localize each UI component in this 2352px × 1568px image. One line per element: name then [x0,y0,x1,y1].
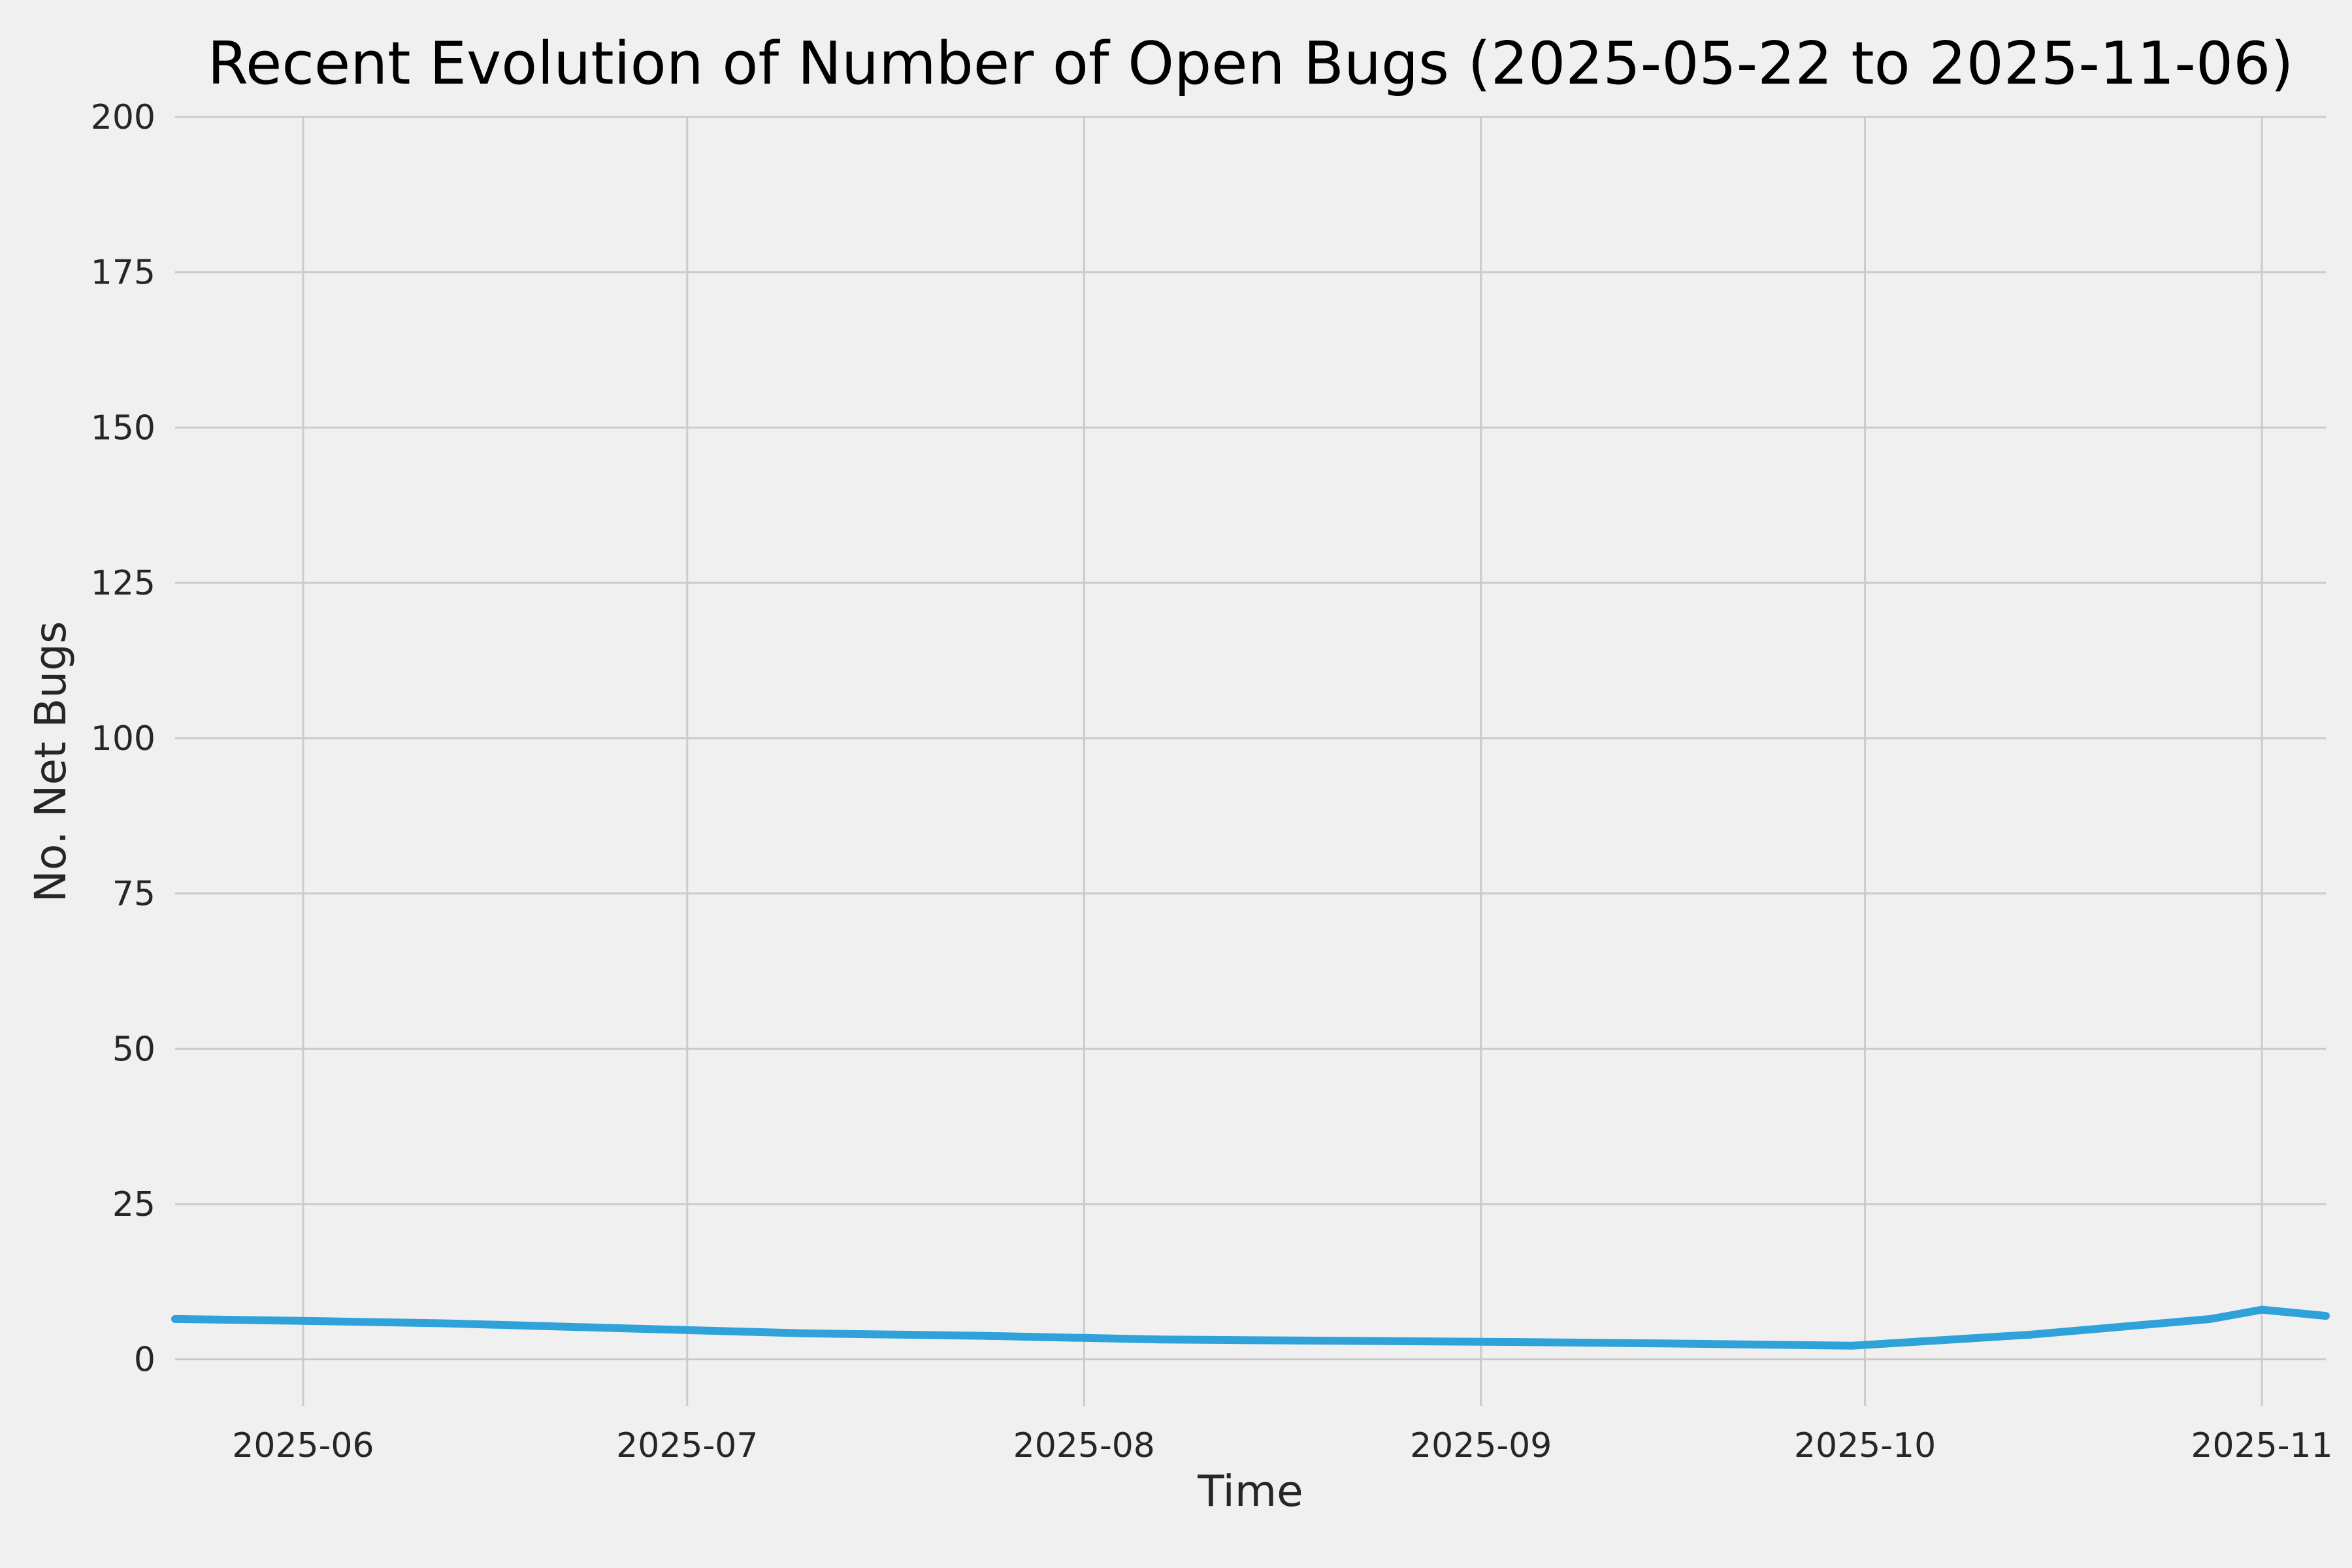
chart-title: Recent Evolution of Number of Open Bugs … [207,29,2293,98]
x-gridlines [302,117,2263,1406]
y-tick-label: 100 [91,719,155,759]
x-tick-label: 2025-06 [232,1426,374,1465]
open-bugs-series-line [171,1305,2330,1350]
y-tick-label: 75 [112,875,155,914]
x-tick-label: 2025-07 [616,1426,758,1465]
y-tick-labels: 0 25 50 75 100 125 150 175 200 [91,98,155,1380]
x-tick-label: 2025-11 [2191,1426,2332,1465]
y-tick-label: 25 [112,1185,155,1224]
y-tick-label: 125 [91,564,155,603]
x-tick-label: 2025-08 [1013,1426,1155,1465]
x-axis-label: Time [1197,1466,1303,1516]
y-axis-label: No. Net Bugs [25,621,76,903]
y-gridlines [175,116,2326,1361]
y-tick-label: 150 [91,408,155,448]
x-tick-labels: 2025-06 2025-07 2025-08 2025-09 2025-10 2025-… [232,1426,2332,1465]
x-tick-label: 2025-09 [1410,1426,1552,1465]
y-tick-label: 175 [91,253,155,293]
y-tick-label: 200 [91,98,155,137]
y-tick-label: 0 [134,1341,155,1380]
y-tick-label: 50 [112,1030,155,1069]
x-tick-label: 2025-10 [1794,1426,1936,1465]
